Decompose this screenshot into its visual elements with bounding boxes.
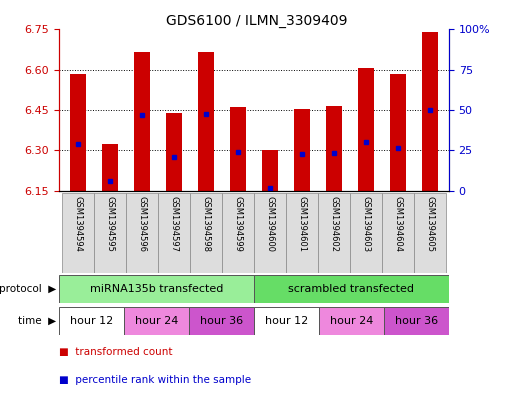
Bar bbox=[222, 193, 254, 273]
Bar bbox=[70, 74, 86, 191]
Bar bbox=[124, 307, 189, 335]
Text: hour 36: hour 36 bbox=[395, 316, 438, 326]
Text: GSM1394594: GSM1394594 bbox=[74, 196, 83, 252]
Text: GDS6100 / ILMN_3309409: GDS6100 / ILMN_3309409 bbox=[166, 14, 347, 28]
Bar bbox=[319, 307, 384, 335]
Bar bbox=[254, 307, 319, 335]
Text: GSM1394600: GSM1394600 bbox=[265, 196, 274, 252]
Bar bbox=[230, 107, 246, 191]
Bar bbox=[382, 193, 413, 273]
Bar bbox=[190, 193, 222, 273]
Text: time  ▶: time ▶ bbox=[18, 316, 56, 326]
Bar bbox=[262, 151, 278, 191]
Bar bbox=[286, 193, 318, 273]
Text: GSM1394596: GSM1394596 bbox=[137, 196, 147, 252]
Bar bbox=[189, 307, 254, 335]
Bar bbox=[350, 193, 382, 273]
Text: ■  percentile rank within the sample: ■ percentile rank within the sample bbox=[59, 375, 251, 385]
Bar bbox=[59, 307, 124, 335]
Text: hour 36: hour 36 bbox=[200, 316, 243, 326]
Text: miRNA135b transfected: miRNA135b transfected bbox=[90, 284, 223, 294]
Bar bbox=[126, 193, 158, 273]
Bar bbox=[384, 307, 449, 335]
Bar bbox=[158, 193, 190, 273]
Text: GSM1394599: GSM1394599 bbox=[233, 196, 243, 252]
Bar bbox=[62, 193, 94, 273]
Bar bbox=[59, 275, 254, 303]
Text: hour 12: hour 12 bbox=[70, 316, 113, 326]
Text: GSM1394597: GSM1394597 bbox=[169, 196, 179, 252]
Bar bbox=[318, 193, 350, 273]
Bar bbox=[166, 113, 182, 191]
Bar bbox=[134, 52, 150, 191]
Bar bbox=[326, 106, 342, 191]
Text: protocol  ▶: protocol ▶ bbox=[0, 284, 56, 294]
Bar bbox=[294, 109, 310, 191]
Text: ■  transformed count: ■ transformed count bbox=[59, 347, 172, 357]
Text: GSM1394595: GSM1394595 bbox=[106, 196, 114, 252]
Bar bbox=[94, 193, 126, 273]
Text: GSM1394605: GSM1394605 bbox=[425, 196, 434, 252]
Text: hour 24: hour 24 bbox=[330, 316, 373, 326]
Bar bbox=[422, 32, 438, 191]
Bar bbox=[254, 275, 449, 303]
Bar bbox=[358, 68, 374, 191]
Text: GSM1394598: GSM1394598 bbox=[202, 196, 210, 252]
Text: scrambled transfected: scrambled transfected bbox=[288, 284, 415, 294]
Text: GSM1394604: GSM1394604 bbox=[393, 196, 402, 252]
Bar bbox=[413, 193, 446, 273]
Text: GSM1394601: GSM1394601 bbox=[298, 196, 306, 252]
Bar bbox=[254, 193, 286, 273]
Text: hour 12: hour 12 bbox=[265, 316, 308, 326]
Bar bbox=[102, 143, 118, 191]
Text: GSM1394602: GSM1394602 bbox=[329, 196, 339, 252]
Bar bbox=[390, 74, 406, 191]
Text: hour 24: hour 24 bbox=[135, 316, 178, 326]
Bar bbox=[198, 52, 214, 191]
Text: GSM1394603: GSM1394603 bbox=[361, 196, 370, 252]
